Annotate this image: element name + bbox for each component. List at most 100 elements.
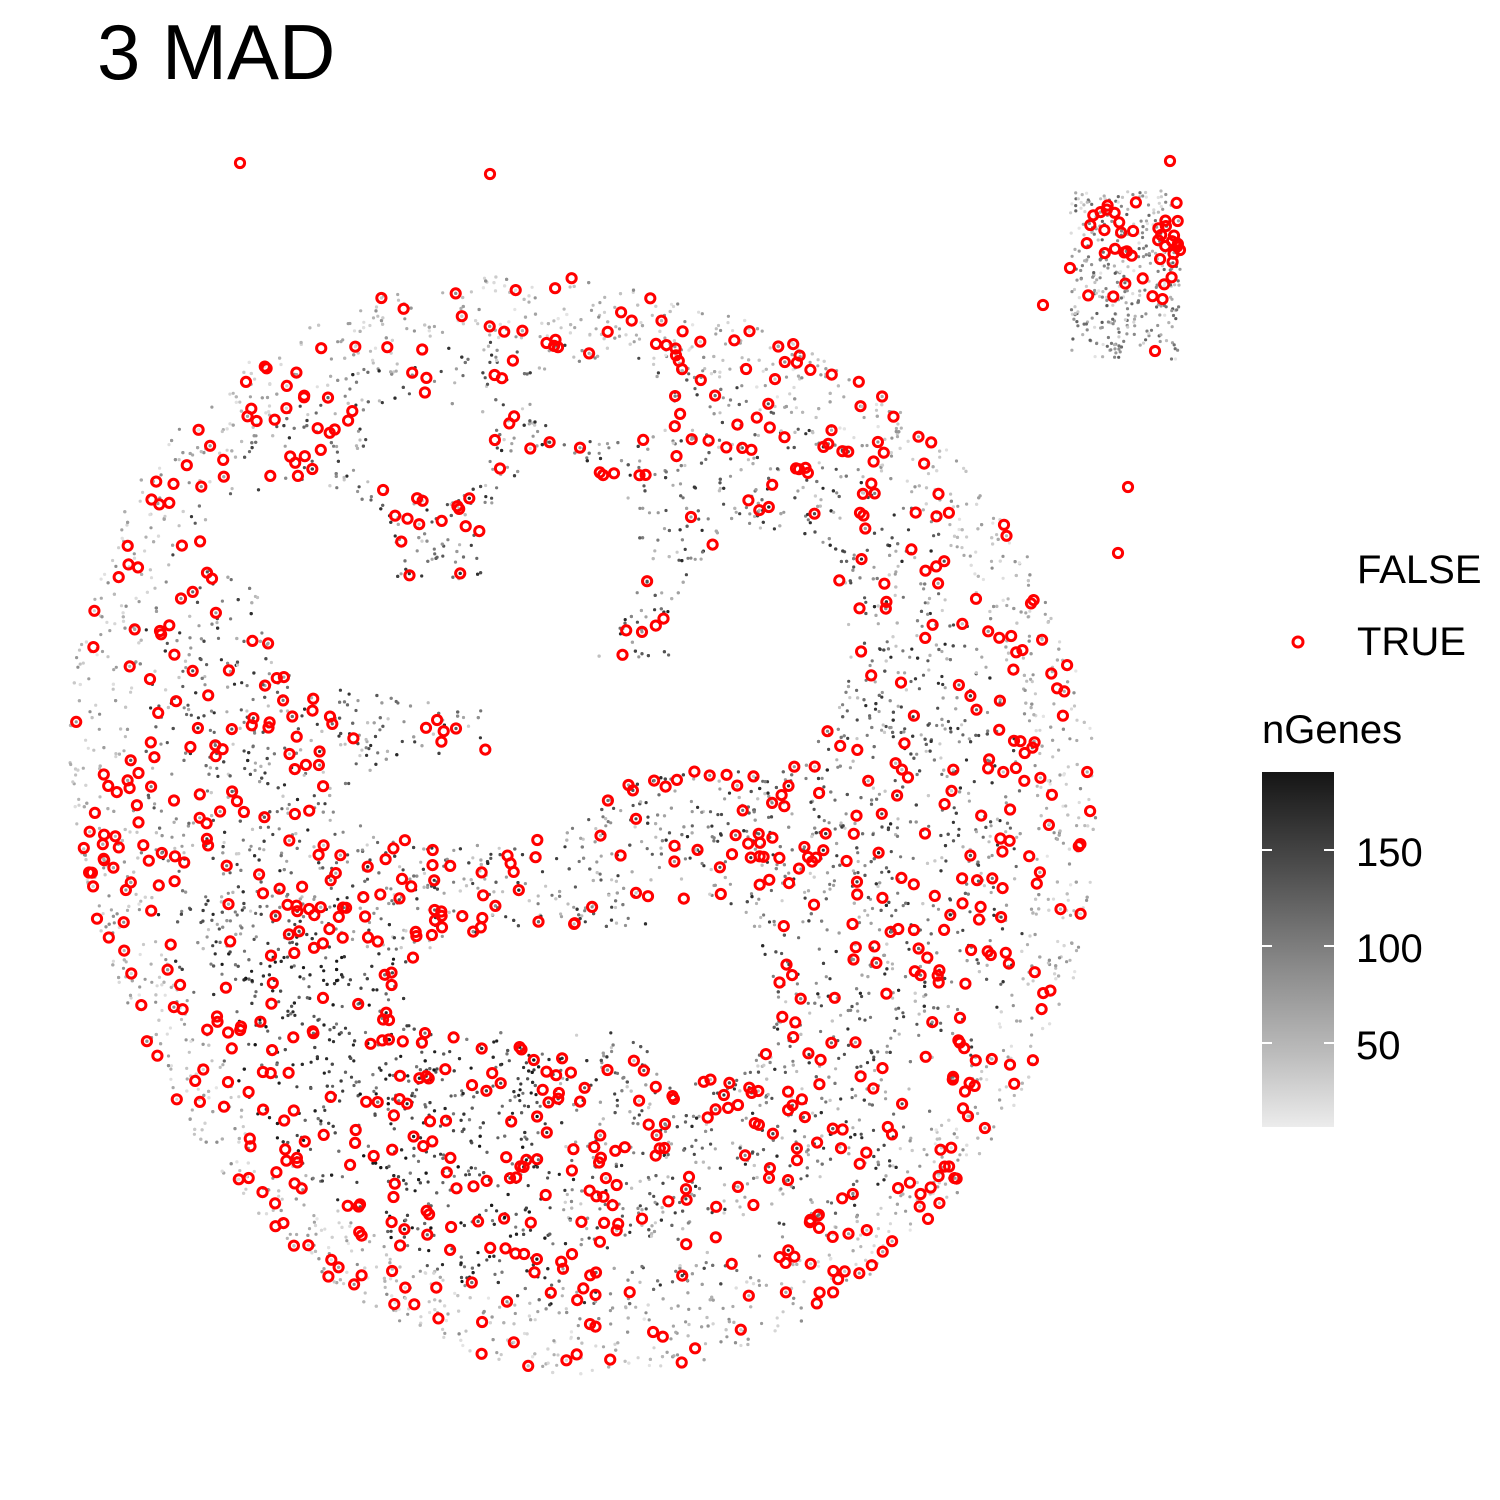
spot	[330, 1173, 334, 1177]
spot	[1011, 1004, 1015, 1008]
spot	[483, 877, 487, 881]
spot	[580, 1237, 584, 1242]
spot	[948, 624, 952, 628]
spot	[428, 946, 432, 950]
spot	[645, 579, 649, 583]
spot	[1033, 764, 1037, 768]
spot	[1058, 907, 1063, 911]
spot	[743, 1162, 748, 1166]
spot	[556, 317, 560, 321]
spot	[800, 376, 804, 380]
spot	[1020, 932, 1024, 936]
spot	[266, 825, 270, 829]
spot	[692, 1194, 696, 1198]
spot	[1046, 897, 1050, 902]
spot	[864, 600, 868, 604]
spot	[218, 809, 222, 814]
spot	[512, 1090, 516, 1094]
spot	[689, 799, 694, 804]
spot	[653, 608, 657, 612]
spot	[165, 1032, 169, 1036]
spot	[536, 1310, 540, 1314]
spot	[601, 1345, 606, 1349]
spot	[393, 396, 397, 400]
spot	[285, 955, 290, 959]
spot	[794, 406, 799, 410]
spot	[901, 649, 905, 653]
spot	[556, 1353, 560, 1357]
spot	[786, 1248, 790, 1252]
spot	[288, 941, 292, 945]
spot	[667, 528, 672, 533]
spot	[974, 550, 978, 554]
spot	[757, 897, 761, 901]
spot	[684, 1320, 688, 1324]
spot	[967, 737, 971, 741]
spot	[561, 1267, 565, 1271]
spot	[866, 779, 870, 783]
spot	[164, 958, 168, 962]
spot	[484, 483, 488, 488]
spot	[283, 746, 287, 750]
spot	[623, 1359, 627, 1363]
spot	[634, 333, 639, 337]
spot	[253, 1043, 257, 1047]
spot	[150, 980, 154, 984]
spot	[588, 332, 592, 336]
spot	[356, 489, 360, 494]
spot	[494, 880, 498, 884]
spot	[821, 540, 825, 544]
spot	[895, 435, 900, 439]
spot	[951, 839, 956, 843]
spot	[706, 517, 710, 521]
spot	[746, 1342, 750, 1347]
spot	[525, 1332, 529, 1336]
spot	[623, 1233, 627, 1237]
spot	[425, 508, 429, 512]
spot	[129, 880, 133, 885]
spot	[561, 1076, 565, 1080]
spot	[358, 438, 362, 442]
spot	[722, 1093, 726, 1097]
spot	[159, 473, 163, 477]
spot	[683, 463, 687, 468]
spot	[673, 789, 677, 793]
spot	[766, 402, 770, 406]
spot	[687, 372, 691, 376]
spot	[318, 749, 322, 754]
spot	[407, 392, 411, 396]
spot	[476, 1251, 480, 1255]
spot	[957, 827, 961, 831]
spot	[376, 751, 380, 755]
spot	[301, 966, 306, 970]
spot	[342, 1282, 346, 1286]
spot	[277, 1000, 281, 1004]
spot	[896, 671, 900, 675]
spot	[822, 359, 826, 363]
spot	[1040, 638, 1044, 642]
spot	[1014, 864, 1018, 869]
spot	[185, 1066, 189, 1070]
spot	[98, 767, 102, 771]
spot	[744, 399, 748, 403]
spot	[269, 660, 273, 665]
spot	[561, 1286, 565, 1291]
spot	[281, 698, 285, 703]
spot	[491, 467, 495, 471]
spot	[949, 1146, 953, 1150]
spot	[463, 1284, 467, 1288]
spot	[191, 590, 195, 594]
spot	[483, 500, 487, 504]
spot	[626, 1316, 630, 1320]
spot	[587, 818, 591, 822]
chart-title: 3 MAD	[97, 8, 336, 96]
spot	[597, 315, 601, 319]
spot	[991, 521, 995, 525]
spot	[193, 521, 197, 525]
spot	[543, 1276, 547, 1280]
spot	[358, 824, 363, 828]
spot	[366, 480, 370, 484]
spot	[242, 901, 246, 906]
spot	[275, 810, 279, 814]
spot	[872, 1058, 876, 1062]
